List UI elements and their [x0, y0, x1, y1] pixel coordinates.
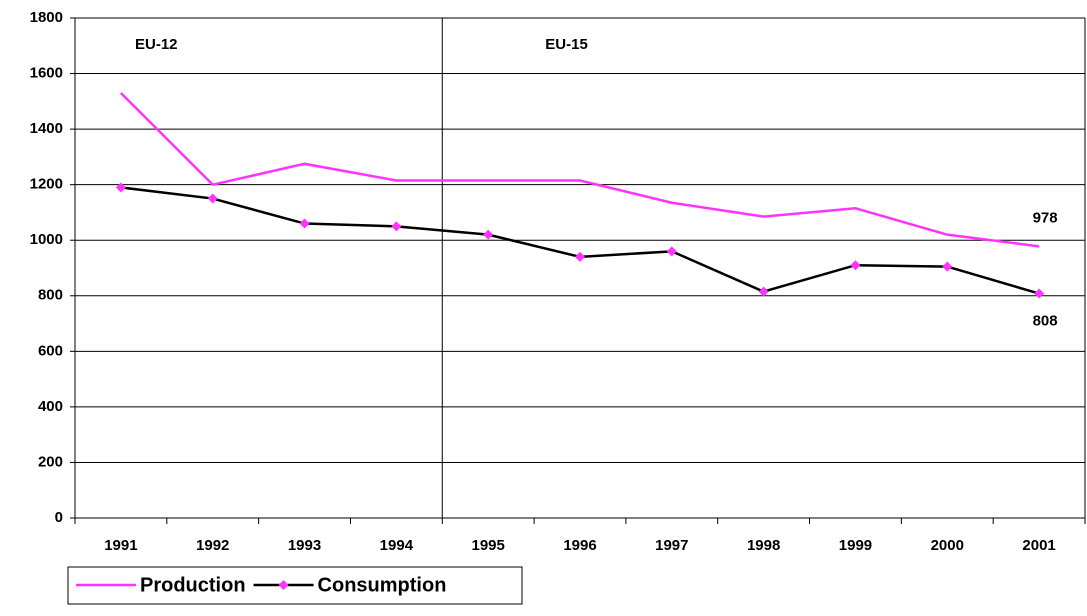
y-tick-label: 200: [38, 453, 63, 470]
y-tick-label: 1400: [30, 120, 63, 137]
marker: [1034, 288, 1045, 299]
annotation: EU-15: [545, 36, 588, 53]
annotation: EU-12: [135, 36, 178, 53]
x-tick-label: 1993: [288, 537, 321, 554]
data-label: 978: [1033, 209, 1058, 226]
marker: [758, 286, 769, 297]
marker: [207, 193, 218, 204]
marker: [115, 182, 126, 193]
legend-label: Consumption: [318, 574, 447, 596]
y-tick-label: 1000: [30, 231, 63, 248]
y-tick-label: 0: [55, 509, 63, 526]
x-tick-label: 1999: [839, 537, 872, 554]
x-tick-label: 1997: [655, 537, 688, 554]
y-tick-label: 1200: [30, 176, 63, 193]
series-line: [120, 92, 1040, 248]
marker: [942, 261, 953, 272]
x-tick-label: 1995: [471, 537, 504, 554]
marker: [299, 218, 310, 229]
y-tick-label: 1600: [30, 65, 63, 82]
data-label: 808: [1033, 313, 1058, 330]
marker: [483, 229, 494, 240]
x-tick-label: 1991: [104, 537, 137, 554]
x-tick-label: 1994: [380, 537, 414, 554]
x-tick-label: 2000: [931, 537, 964, 554]
x-tick-label: 2001: [1022, 537, 1055, 554]
marker: [575, 251, 585, 262]
y-tick-label: 400: [38, 398, 63, 415]
marker: [666, 246, 677, 257]
marker: [850, 260, 861, 271]
x-tick-label: 1998: [747, 537, 780, 554]
x-tick-label: 1996: [563, 537, 596, 554]
legend-label: Production: [140, 574, 246, 596]
y-tick-label: 800: [38, 287, 63, 304]
x-tick-label: 1992: [196, 537, 229, 554]
y-tick-label: 600: [38, 342, 63, 359]
marker: [391, 221, 402, 232]
legend-marker: [278, 580, 289, 590]
y-tick-label: 1800: [30, 9, 63, 26]
